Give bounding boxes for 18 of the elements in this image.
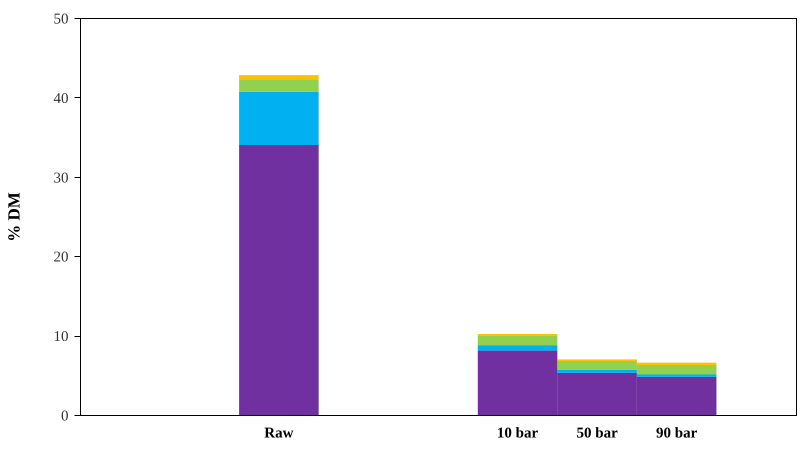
bar <box>239 145 319 415</box>
y-tick-label: 50 <box>54 12 68 28</box>
y-tick-label: 30 <box>54 170 68 186</box>
x-tick-label: Raw <box>264 426 294 442</box>
y-tick-label: 20 <box>54 250 68 266</box>
x-tick-label: 50 bar <box>576 426 618 442</box>
x-tick-label: 90 bar <box>656 426 698 442</box>
y-tick-label: 10 <box>54 329 68 346</box>
bar <box>239 75 319 80</box>
bar <box>478 336 558 346</box>
bar <box>557 370 637 373</box>
x-tick-label: 10 bar <box>496 426 539 442</box>
y-tick-label: 40 <box>54 90 68 107</box>
bar <box>239 79 319 92</box>
y-tick-label: 0 <box>61 408 68 424</box>
bar <box>478 345 558 351</box>
y-axis-title: % DM <box>4 192 24 242</box>
bar <box>239 92 319 146</box>
